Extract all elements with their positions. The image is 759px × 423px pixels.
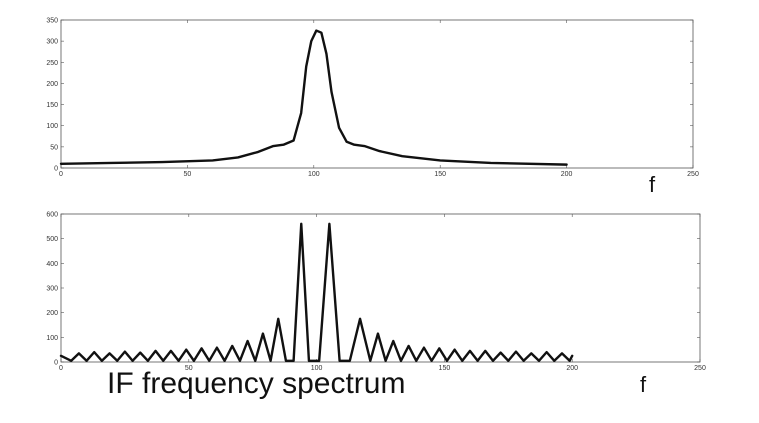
upper-spectrum-plot: 0 50 100 150 200 250 0 50 100 150 200 250 300 350 f (46, 18, 699, 198)
x-variable-label: f (640, 372, 647, 397)
x-tick-label: 0 (59, 365, 63, 372)
x-tick-label: 50 (185, 365, 193, 372)
x-tick-label: 200 (561, 171, 573, 178)
y-tick-label: 100 (46, 123, 58, 130)
spectrum-curve (59, 29, 568, 166)
y-tick-label: 200 (46, 310, 58, 317)
y-tick-label: 200 (46, 81, 58, 88)
x-tick-label: 250 (694, 365, 706, 372)
x-tick-label: 200 (566, 365, 578, 372)
y-tick-label: 300 (46, 286, 58, 293)
y-tick-label: 0 (54, 360, 58, 367)
y-tick-label: 250 (46, 60, 58, 67)
figure-caption: IF frequency spectrum (107, 367, 405, 400)
y-tick-label: 50 (50, 144, 58, 151)
spectrum-curve (59, 222, 574, 362)
x-tick-label: 100 (308, 171, 320, 178)
y-tick-label: 400 (46, 261, 58, 268)
x-variable-label: f (649, 172, 656, 197)
y-tick-label: 500 (46, 236, 58, 243)
x-tick-label: 150 (434, 171, 446, 178)
plot-frame (60, 19, 694, 169)
y-tick-label: 0 (54, 166, 58, 173)
x-tick-label: 250 (687, 171, 699, 178)
lower-spectrum-plot: 0 50 100 150 200 250 0 100 200 300 400 500 600 f (46, 212, 706, 398)
y-tick-label: 100 (46, 335, 58, 342)
x-tick-label: 0 (59, 171, 63, 178)
x-tick-label: 100 (311, 365, 323, 372)
y-tick-label: 300 (46, 39, 58, 46)
x-tick-label: 50 (184, 171, 192, 178)
y-tick-label: 150 (46, 102, 58, 109)
x-tick-label: 150 (439, 365, 451, 372)
y-tick-label: 350 (46, 18, 58, 25)
y-tick-label: 600 (46, 212, 58, 219)
